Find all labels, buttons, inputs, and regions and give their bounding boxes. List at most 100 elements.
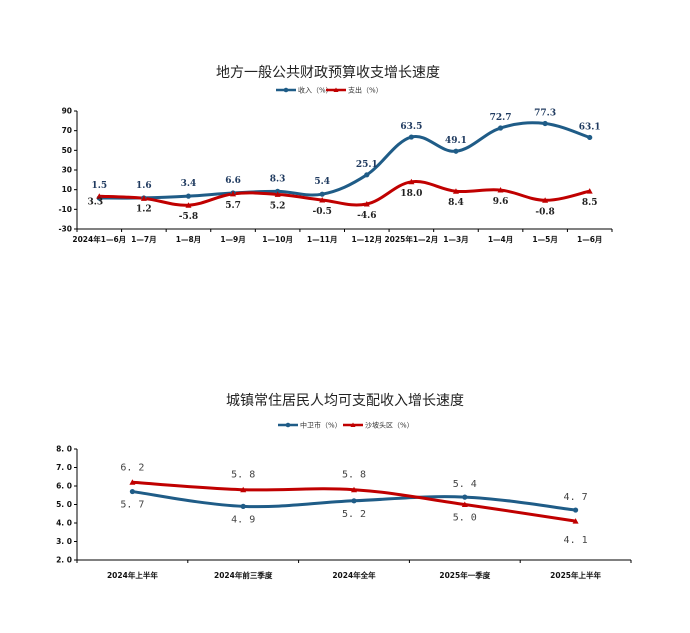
legend-marker-shapotou — [350, 422, 356, 427]
chart1-series-0-data-label: 8.3 — [270, 174, 286, 184]
chart1-y-tick-label: -10 — [58, 205, 72, 214]
chart1-y-tick-label: 50 — [62, 146, 72, 155]
chart2-series-0-point — [351, 498, 357, 504]
chart1-series-0-line — [99, 121, 591, 200]
chart1-series-0-data-label: 49.1 — [445, 136, 467, 146]
chart2-series-0-data-label: 4. 7 — [564, 492, 588, 503]
chart1-category-label: 1—12月 — [351, 235, 382, 244]
chart2-series-0-data-label: 5. 2 — [342, 509, 366, 520]
chart1-series-1-point — [185, 202, 192, 208]
chart1-series-1-data-label: 18.0 — [400, 189, 422, 199]
legend-marker-expenditure — [333, 87, 339, 92]
chart2-series-1-point — [240, 486, 247, 493]
chart2-y-tick-label: 7. 0 — [56, 463, 72, 472]
chart2-series-0-data-label: 5. 7 — [120, 500, 144, 511]
chart1-series-0-data-label: 6.6 — [225, 176, 241, 186]
chart1-series-0-point — [497, 125, 504, 131]
chart1-series-0-data-label: 1.6 — [136, 181, 152, 191]
chart2-y-tick-label: 5. 0 — [56, 500, 72, 509]
chart2-y-tick-label: 8. 0 — [56, 445, 72, 454]
chart1-series-1-point — [452, 188, 459, 194]
chart1-y-tick-label: 10 — [62, 185, 72, 194]
chart2-series-0-data-label: 4. 9 — [231, 514, 255, 525]
chart1-category-label: 1—9月 — [220, 235, 245, 244]
chart2-series-0-point — [573, 507, 579, 513]
chart1-y-tick-label: 70 — [62, 126, 72, 135]
chart2-series-0-point — [240, 503, 246, 509]
chart1-y-tick-label: 30 — [62, 166, 72, 175]
chart1-category-label: 1—6月 — [577, 235, 602, 244]
chart2-series-1-data-label: 5. 8 — [342, 470, 366, 481]
chart1-series-1-point — [363, 201, 370, 207]
fiscal-growth-chart: 地方一般公共财政预算收支增长速度 收入（%） 支出（%） 90 70 50 30 10 -… — [58, 65, 613, 244]
legend-label-zhongwei: 中卫市（%） — [300, 421, 342, 430]
chart2-category-label: 2024年上半年 — [107, 570, 158, 580]
chart2-series-1-point — [129, 479, 136, 485]
chart1-series-1-point — [542, 197, 549, 203]
chart1-series-0-point — [587, 134, 593, 141]
chart2-series-1-data-label: 6. 2 — [120, 462, 144, 473]
chart1-series-1-data-label: 8.5 — [582, 198, 598, 208]
chart1-plot: 1.5 1.6 3.4 6.6 8.3 5.4 25.1 63.5 49.1 72.7 77.3 63… — [87, 108, 600, 222]
chart1-series-1-point — [319, 196, 326, 203]
chart1-series-0-point — [319, 191, 325, 197]
chart1-title: 地方一般公共财政预算收支增长速度 — [216, 65, 440, 81]
chart2-category-label: 2024年全年 — [332, 570, 376, 580]
chart1-category-label: 1—5月 — [532, 235, 557, 244]
chart2-category-label: 2025年一季度 — [439, 570, 490, 580]
chart2-axes: 8. 0 7. 0 6. 0 5. 0 4. 0 3. 0 2. 0 2024年上半年 2024… — [56, 445, 632, 580]
chart1-category-label: 1—4月 — [488, 235, 513, 244]
chart1-series-0-data-label: 63.5 — [400, 122, 422, 132]
chart1-legend: 收入（%） 支出（%） — [276, 86, 383, 95]
legend-label-expenditure: 支出（%） — [348, 86, 383, 95]
chart2-series-1-data-label: 5. 8 — [231, 470, 255, 481]
chart2-plot: 5. 7 4. 9 5. 2 5. 4 4. 7 6. 2 5. 8 5. 8 5. 0 4. 1 — [120, 462, 587, 546]
chart1-y-tick-label: -30 — [58, 225, 72, 234]
chart1-series-1-data-label: 8.4 — [448, 198, 464, 208]
chart1-series-1-data-label: -0.5 — [313, 207, 332, 217]
chart2-legend: 中卫市（%） 沙坡头区（%） — [278, 421, 414, 430]
chart1-series-0-point — [364, 172, 370, 178]
legend-label-income: 收入（%） — [298, 86, 333, 95]
chart1-series-1-point — [96, 193, 103, 199]
chart1-series-0-data-label: 77.3 — [534, 108, 556, 118]
chart1-series-1-point — [497, 187, 504, 193]
chart2-series-1-point — [351, 486, 357, 493]
chart1-series-1-point — [140, 195, 147, 201]
chart1-series-1-data-label: -0.8 — [535, 207, 554, 217]
chart1-category-label: 1—3月 — [443, 235, 468, 244]
chart2-y-tick-label: 3. 0 — [56, 537, 72, 546]
chart1-series-0-data-label: 5.4 — [314, 177, 330, 187]
chart1-category-label: 1—10月 — [262, 235, 293, 244]
chart2-series-0-point — [129, 488, 135, 495]
chart1-series-0-point — [542, 120, 548, 127]
chart2-series-1-data-label: 5. 0 — [453, 513, 477, 524]
chart1-category-label: 1—7月 — [131, 235, 156, 244]
chart1-series-1-data-label: 5.2 — [270, 201, 286, 211]
chart1-series-1-point — [274, 191, 281, 197]
chart1-series-0-point — [185, 193, 192, 199]
chart1-category-label: 2024年1—6月 — [72, 234, 126, 244]
chart2-series-1-point — [572, 518, 579, 524]
chart1-series-1-data-label: 9.6 — [493, 197, 509, 207]
chart1-category-label: 1—11月 — [307, 235, 338, 244]
chart2-title: 城镇常住居民人均可支配收入增长速度 — [226, 393, 464, 409]
chart1-series-0-data-label: 72.7 — [490, 113, 512, 123]
chart1-series-1-point — [408, 178, 415, 185]
chart1-series-1-point — [230, 190, 237, 197]
chart1-series-1-line — [99, 179, 591, 207]
chart1-series-1-data-label: -4.6 — [357, 211, 376, 221]
chart1-series-1-data-label: -5.8 — [179, 212, 198, 222]
chart2-series-1-point — [461, 501, 468, 507]
chart1-series-0-point — [453, 148, 459, 154]
chart2-category-label: 2025年上半年 — [550, 570, 601, 580]
chart1-series-0-data-label: 63.1 — [579, 122, 601, 132]
chart1-series-0-data-label: 1.5 — [91, 181, 107, 191]
legend-marker-income — [283, 87, 289, 93]
chart2-series-0-point — [462, 494, 468, 500]
chart1-series-1-data-label: 3.3 — [87, 197, 103, 207]
chart2-category-label: 2024年前三季度 — [214, 570, 273, 580]
income-growth-chart: 城镇常住居民人均可支配收入增长速度 中卫市（%） 沙坡头区（%） 8. 0 7. … — [56, 393, 632, 580]
chart1-series-0-data-label: 3.4 — [181, 179, 197, 189]
